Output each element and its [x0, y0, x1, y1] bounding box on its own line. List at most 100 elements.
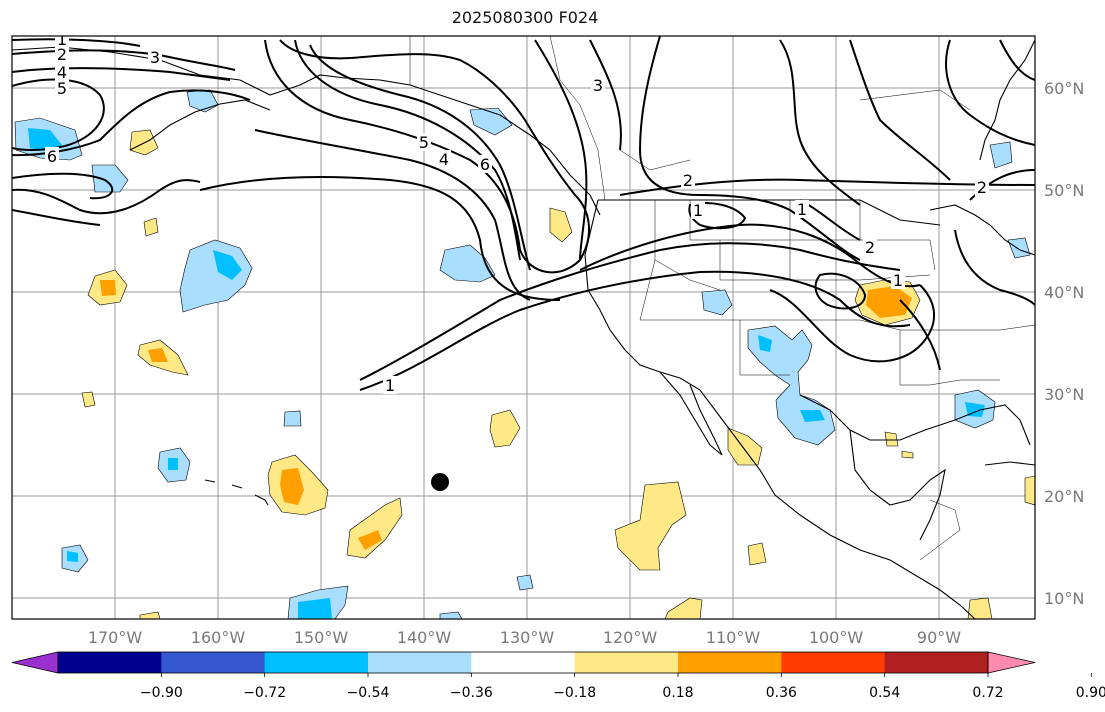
yellow-patch-inner [148, 348, 168, 362]
colorbar-tick-label: −0.18 [553, 685, 596, 701]
colorbar-segment [574, 652, 679, 673]
contour-label: 1 [797, 200, 807, 219]
yellow-patch-inner [866, 286, 912, 318]
contour-label-bg [891, 271, 905, 289]
longitude-tick-label: 90°W [917, 628, 961, 647]
contour-label: 2 [977, 178, 987, 197]
contour-label: 2 [57, 45, 67, 64]
blue-patch [91, 164, 129, 193]
contour-label: 6 [480, 155, 490, 174]
us-canada-border [598, 199, 941, 226]
yellow-patch [664, 597, 703, 619]
shaded-anomalies [14, 89, 1035, 619]
blue-patch [1007, 237, 1031, 259]
colorbar-tick-label: 0.18 [662, 685, 693, 701]
blue-patch-inner [67, 551, 78, 562]
colorbar-tick-label: 0.90 [1076, 685, 1105, 701]
colorbar-tick-label: 0.72 [972, 685, 1003, 701]
contour-line [779, 39, 861, 206]
colorbar-segment [161, 652, 266, 673]
colorbar-tick-labels: −0.90 −0.72 −0.54 −0.36 −0.18 0.18 0.36 0.54 0.7… [140, 673, 1105, 701]
contour-line [814, 272, 867, 310]
contour-line [688, 202, 747, 230]
blue-patch [283, 410, 302, 427]
contour-line [619, 178, 1035, 196]
contour-line [294, 39, 521, 261]
hawaii [204, 479, 269, 506]
yellow-patch [1024, 475, 1035, 506]
blue-patch-inner [28, 128, 62, 152]
contour-label-bg [55, 79, 69, 97]
contour-line [638, 36, 861, 261]
contour-line [954, 229, 1035, 306]
east-coast [979, 39, 1035, 161]
blue-patch [439, 611, 463, 619]
contour-line [945, 39, 1035, 146]
contour-label-bg [417, 133, 431, 151]
contour-line [309, 44, 531, 271]
aleutians [129, 99, 271, 151]
yellow-patch [727, 427, 763, 466]
blue-patch [439, 244, 496, 283]
latitude-tick-label: 60°N [1044, 79, 1084, 98]
colorbar-tick-label: −0.36 [450, 685, 493, 701]
map-background [12, 36, 1035, 619]
blue-patch [469, 107, 513, 136]
longitude-tick-labels: 170°W 160°W 150°W 140°W 130°W 120°W 110°W 100°W… [88, 628, 961, 647]
contour-label: 4 [57, 63, 67, 82]
contour-label-bg [45, 147, 59, 165]
contour-label-bg [863, 238, 877, 256]
yucatan [849, 429, 946, 541]
contour-label-bg [681, 171, 695, 189]
colorbar-segment [471, 652, 576, 673]
contour-line [264, 39, 591, 274]
contour-label: 3 [593, 76, 603, 95]
colorbar-segment [368, 652, 472, 673]
location-marker [431, 473, 449, 491]
contour-line [12, 172, 114, 200]
blue-patch-inner [965, 402, 985, 417]
colorbar-extend-low [11, 651, 59, 674]
blue-patch [516, 574, 534, 591]
contour-line [589, 39, 622, 151]
map-frame [11, 35, 1036, 620]
yellow-patch [81, 391, 96, 408]
contour-line [12, 67, 231, 81]
yellow-patch [901, 450, 914, 459]
pacific-coast [584, 199, 976, 619]
contour-line [12, 179, 201, 215]
contour-label-bg [591, 76, 605, 94]
latitude-tick-label: 40°N [1044, 283, 1084, 302]
contour-label: 1 [893, 271, 903, 290]
contour-line [12, 38, 141, 47]
contour-lines [12, 36, 1035, 391]
longitude-tick-label: 100°W [809, 628, 864, 647]
colorbar-segment [264, 652, 369, 673]
blue-patch [179, 239, 253, 313]
contour-line [534, 39, 588, 261]
contour-line [769, 284, 936, 363]
contour-label: 5 [419, 133, 429, 152]
contour-line [359, 270, 911, 391]
yellow-patch [747, 542, 767, 566]
contour-label: 6 [47, 147, 57, 166]
yellow-patch [884, 431, 899, 447]
contour-label: 5 [57, 79, 67, 98]
yellow-patch [139, 611, 161, 619]
contour-label: 1 [693, 201, 703, 220]
contour-label: 4 [439, 150, 449, 169]
land-outlines [12, 39, 1035, 619]
colorbar-frame [57, 651, 989, 674]
contour-line [12, 209, 101, 226]
contour-line [899, 299, 941, 371]
colorbar-segment [58, 652, 162, 673]
longitude-tick-label: 160°W [191, 628, 246, 647]
blue-patch-inner [800, 410, 825, 422]
yellow-patch [489, 409, 521, 448]
blue-patch [701, 289, 733, 316]
yellow-patch [549, 207, 573, 243]
colorbar-extend-high [987, 651, 1036, 674]
contour-label-bg [148, 48, 162, 66]
